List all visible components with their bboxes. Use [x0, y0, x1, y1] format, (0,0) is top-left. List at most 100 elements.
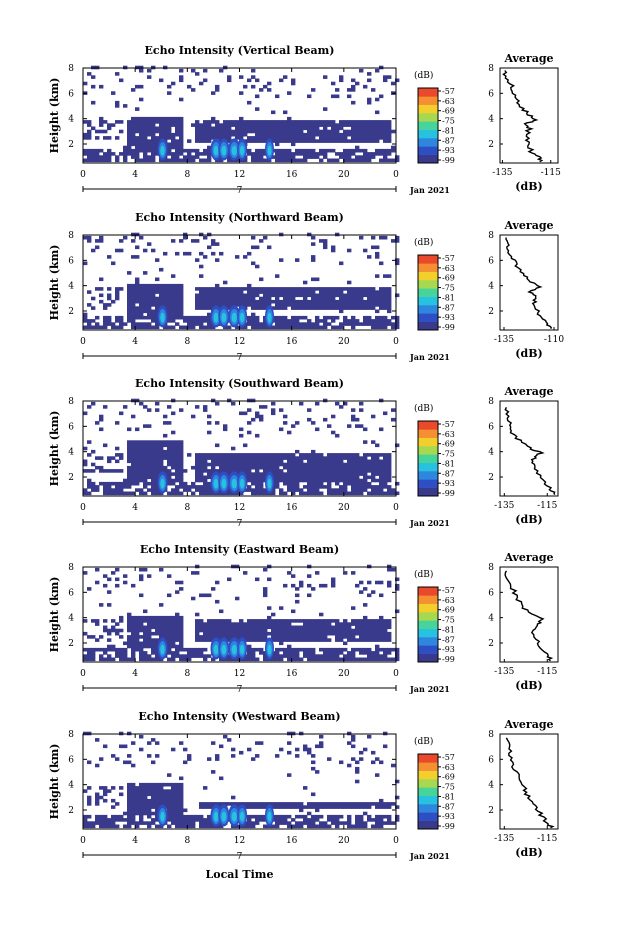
echo-cell — [131, 129, 136, 134]
echo-cell — [339, 290, 344, 294]
echo-cell — [171, 638, 176, 642]
echo-cell — [147, 456, 152, 460]
colorbar-tick-label: -69 — [442, 606, 455, 615]
echo-cell — [99, 757, 104, 761]
echo-cell — [371, 750, 376, 755]
echo-cell — [203, 647, 208, 652]
colorbar-swatch — [418, 271, 438, 281]
echo-cell — [355, 453, 360, 457]
echo-cell — [307, 293, 312, 298]
echo-cell — [291, 319, 296, 323]
echo-cell — [395, 818, 400, 822]
echo-cell — [327, 824, 332, 829]
echo-cell — [383, 475, 388, 480]
echo-cell — [295, 638, 300, 642]
echo-cell — [387, 469, 392, 473]
echo-cell — [359, 459, 364, 464]
echo-cell — [327, 619, 332, 623]
echo-cell — [239, 456, 244, 460]
echo-cell — [159, 798, 164, 803]
echo-cell — [179, 139, 184, 143]
echo-cell — [199, 81, 204, 86]
average-x-tick-label: -135 — [494, 667, 514, 677]
echo-cell — [279, 408, 284, 412]
echo-cell — [383, 821, 388, 825]
echo-cell — [135, 647, 140, 652]
echo-cell — [139, 488, 144, 492]
echo-cell — [299, 647, 304, 652]
echo-cell — [311, 619, 316, 623]
echo-cell — [135, 152, 140, 156]
echo-cell — [223, 459, 228, 464]
echo-cell — [215, 628, 220, 633]
echo-cell — [355, 465, 360, 470]
echo-cell — [327, 472, 332, 476]
echo-cell — [371, 475, 376, 480]
echo-cell — [379, 94, 384, 99]
echo-cell — [299, 808, 304, 813]
echo-cell — [99, 818, 104, 822]
echo-cell — [159, 491, 164, 496]
echo-cell — [199, 593, 204, 598]
echo-cell — [199, 619, 204, 623]
echo-cell — [311, 754, 316, 758]
echo-cell — [275, 619, 280, 623]
echo-cell — [295, 488, 300, 492]
echo-cell — [299, 469, 304, 473]
echo-cell — [355, 478, 360, 483]
echo-cell — [311, 472, 316, 476]
echo-cell — [315, 657, 320, 662]
echo-cell — [223, 622, 228, 626]
echo-cell — [375, 644, 380, 649]
echo-cell — [227, 123, 232, 127]
x-tick-label: 12 — [234, 337, 245, 347]
echo-cell — [103, 792, 108, 797]
echo-cell — [183, 469, 188, 473]
day-label: 7 — [237, 186, 243, 196]
echo-cell — [363, 587, 368, 591]
echo-cell — [303, 456, 308, 460]
echo-cell — [107, 821, 112, 825]
echo-cell — [247, 469, 252, 473]
echo-cell — [291, 465, 296, 470]
echo-cell — [179, 126, 184, 131]
echo-cell — [343, 657, 348, 662]
echo-cell — [303, 290, 308, 294]
echo-cell — [367, 296, 372, 301]
echo-cell — [111, 798, 116, 803]
echo-cell — [383, 472, 388, 476]
echo-cell — [383, 123, 388, 127]
echo-cell — [119, 456, 124, 460]
echo-cell — [167, 421, 172, 425]
echo-cell — [127, 465, 132, 470]
echo-cell — [203, 802, 208, 806]
echo-cell — [259, 132, 264, 137]
echo-cell — [235, 657, 240, 662]
y-tick-label: 2 — [68, 140, 74, 150]
echo-cell — [259, 647, 264, 652]
echo-cell — [147, 315, 152, 320]
echo-cell — [379, 814, 384, 819]
echo-cell — [295, 754, 300, 758]
echo-cell — [255, 155, 260, 159]
echo-cell — [95, 647, 100, 652]
echo-cell — [179, 158, 184, 163]
echo-cell — [119, 651, 124, 655]
echo-cell — [375, 325, 380, 330]
echo-cell — [371, 459, 376, 464]
echo-cell — [267, 123, 272, 127]
echo-cell — [147, 469, 152, 473]
echo-cell — [219, 802, 224, 806]
echo-cell — [247, 485, 252, 489]
echo-cell — [83, 619, 88, 623]
echo-cell — [375, 491, 380, 496]
echo-cell — [287, 123, 292, 127]
echo-cell — [131, 821, 136, 825]
echo-core — [213, 478, 219, 489]
echo-cell — [279, 132, 284, 137]
echo-cell — [179, 802, 184, 806]
echo-cell — [295, 258, 300, 262]
echo-cell — [167, 622, 172, 626]
echo-cell — [139, 805, 144, 809]
echo-cell — [227, 453, 232, 457]
